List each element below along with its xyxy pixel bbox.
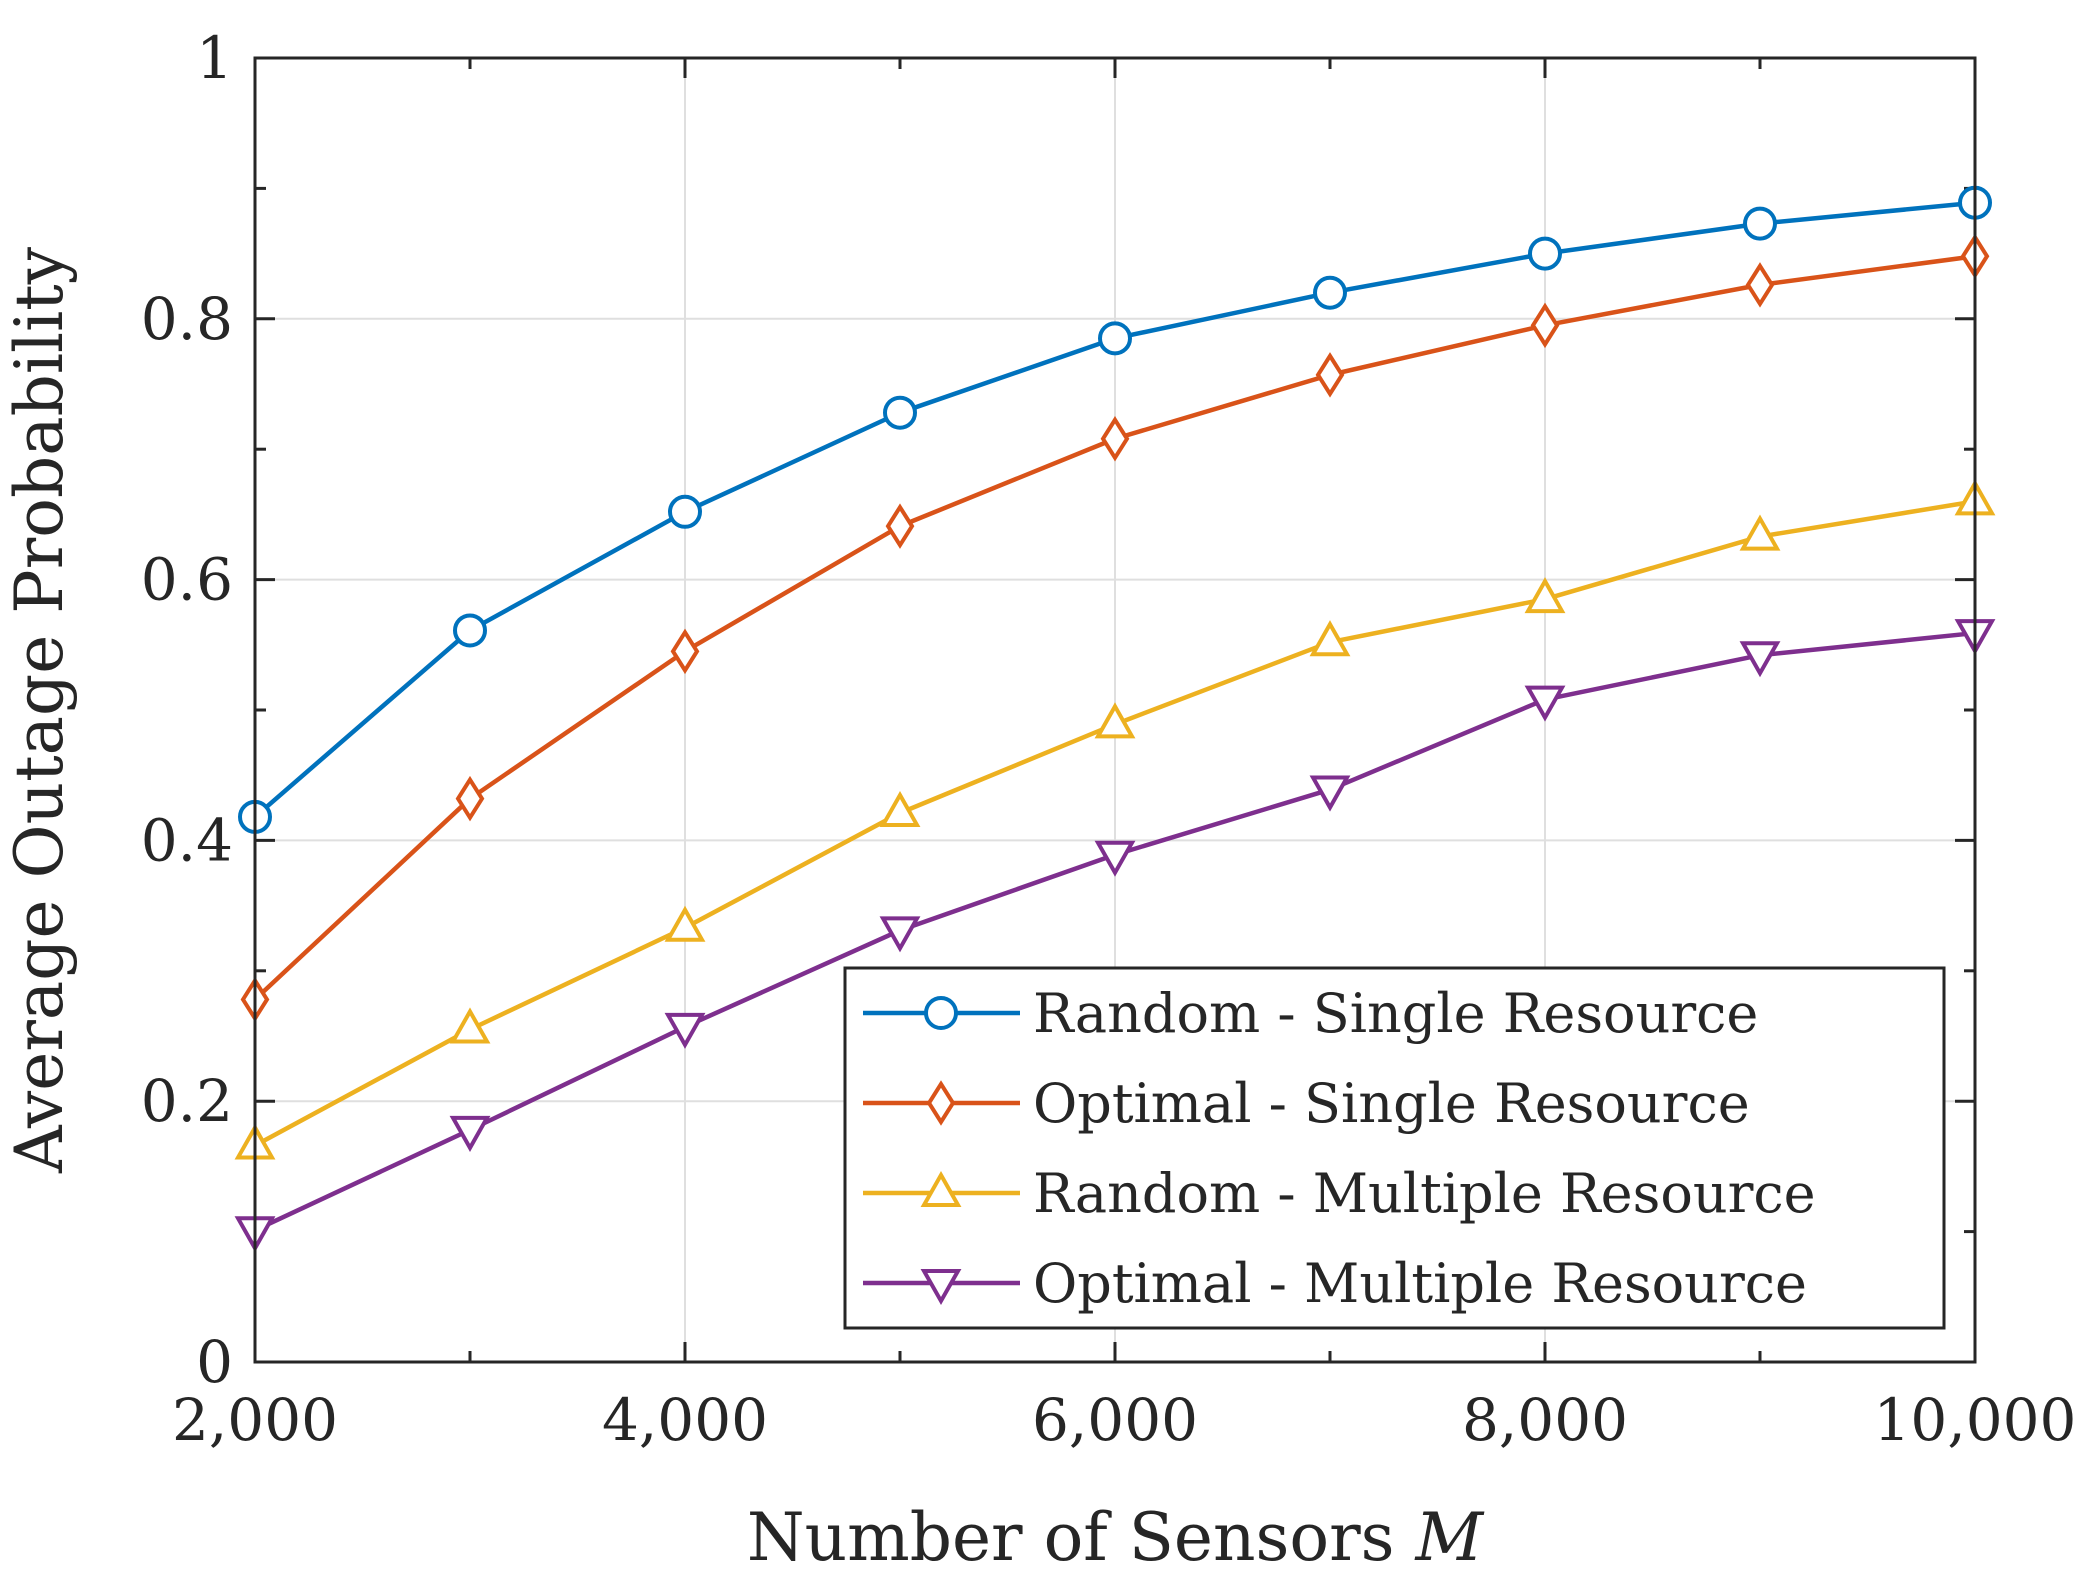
data-point bbox=[1094, 702, 1136, 739]
data-point bbox=[1739, 641, 1781, 678]
legend-item: Random - Single Resource bbox=[863, 982, 1758, 1045]
y-tick-label: 0.4 bbox=[141, 806, 233, 874]
data-point bbox=[885, 503, 915, 549]
data-point bbox=[1745, 262, 1775, 308]
data-point bbox=[664, 1012, 706, 1049]
data-point bbox=[1528, 236, 1562, 271]
x-axis-title: Number of Sensors M bbox=[747, 1499, 1485, 1576]
data-point bbox=[1313, 275, 1347, 310]
x-tick-label: 2,000 bbox=[172, 1386, 338, 1454]
data-point bbox=[1094, 840, 1136, 877]
data-point bbox=[883, 395, 917, 430]
data-point bbox=[1309, 775, 1351, 812]
data-point bbox=[664, 905, 706, 942]
data-point bbox=[879, 790, 921, 828]
x-tick-label: 10,000 bbox=[1874, 1386, 2077, 1454]
legend-box bbox=[843, 966, 1946, 1330]
data-point bbox=[1739, 514, 1781, 551]
legend-label: Random - Multiple Resource bbox=[1033, 1162, 1816, 1225]
legend-marker bbox=[920, 1170, 962, 1207]
tick-labels: 2,000 4,000 6,000 8,000 10,000 0 0.2 0.4 0.6 0.8 1 bbox=[141, 24, 2077, 1454]
data-point bbox=[668, 494, 702, 529]
legend-item: Optimal - Single Resource bbox=[863, 1072, 1750, 1135]
data-point bbox=[1524, 685, 1566, 722]
x-axis-title-variable: M bbox=[1415, 1499, 1485, 1576]
data-point bbox=[1743, 206, 1777, 241]
legend-label: Random - Single Resource bbox=[1033, 982, 1758, 1045]
data-point bbox=[1524, 577, 1566, 614]
legend-marker bbox=[920, 1269, 962, 1306]
series-2 bbox=[240, 233, 1990, 1023]
data-point bbox=[455, 775, 485, 822]
y-axis-title: Average Outage Probability bbox=[1, 246, 78, 1174]
legend-item: Random - Multiple Resource bbox=[863, 1162, 1816, 1225]
data-point bbox=[1309, 620, 1351, 657]
data-point bbox=[449, 1007, 491, 1044]
y-tick-label: 0.2 bbox=[141, 1067, 233, 1135]
legend-label: Optimal - Single Resource bbox=[1033, 1072, 1750, 1135]
legend-marker bbox=[924, 996, 958, 1030]
legend-label: Optimal - Multiple Resource bbox=[1033, 1252, 1807, 1315]
data-point bbox=[1315, 352, 1345, 398]
y-tick-label: 0.8 bbox=[141, 285, 233, 353]
x-axis-title-text: Number of Sensors bbox=[747, 1499, 1395, 1576]
grid bbox=[255, 58, 1975, 1362]
data-point bbox=[1100, 416, 1130, 462]
x-tick-label: 6,000 bbox=[1032, 1386, 1198, 1454]
plot-frame bbox=[253, 56, 1977, 1364]
legend-item: Optimal - Multiple Resource bbox=[863, 1252, 1807, 1315]
y-tick-label: 0.6 bbox=[141, 546, 233, 614]
legend-marker bbox=[926, 1080, 956, 1126]
data-point bbox=[670, 628, 700, 675]
data-point bbox=[1530, 302, 1560, 349]
y-tick-label: 0 bbox=[196, 1328, 233, 1396]
data-point bbox=[449, 1115, 491, 1152]
data-point bbox=[879, 916, 921, 953]
x-tick-label: 8,000 bbox=[1462, 1386, 1628, 1454]
x-tick-label: 4,000 bbox=[602, 1386, 768, 1454]
data-point bbox=[1098, 321, 1132, 356]
y-tick-label: 1 bbox=[196, 24, 233, 92]
data-point bbox=[453, 613, 487, 648]
legend: Random - Single Resource Optimal - Single… bbox=[843, 966, 1946, 1330]
